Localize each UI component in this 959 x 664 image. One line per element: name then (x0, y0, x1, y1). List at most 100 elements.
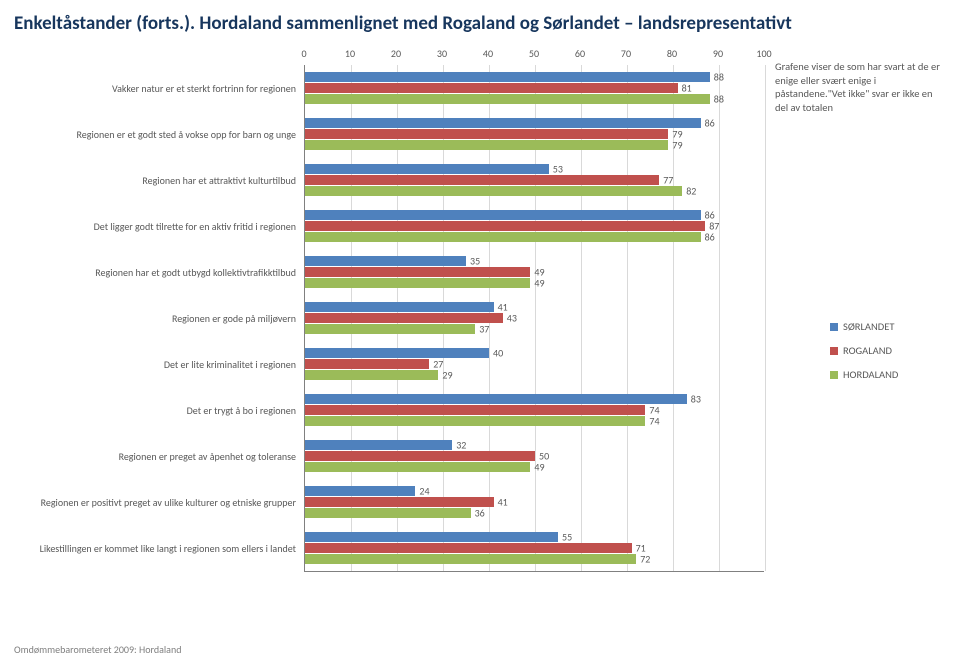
bar-value: 40 (493, 347, 503, 360)
bar-value: 88 (714, 71, 724, 84)
bar: 27 (305, 359, 429, 369)
bar: 41 (305, 497, 494, 507)
x-tick: 50 (529, 47, 539, 60)
legend-item: SØRLANDET (830, 320, 898, 333)
bar-value: 74 (649, 415, 659, 428)
bar: 36 (305, 508, 471, 518)
bar: 77 (305, 175, 659, 185)
bar: 24 (305, 486, 415, 496)
legend-swatch (830, 371, 838, 379)
bar: 49 (305, 462, 530, 472)
x-tick: 70 (621, 47, 631, 60)
x-tick: 60 (575, 47, 585, 60)
explanatory-note: Grafene viser de som har svart at de er … (775, 60, 940, 115)
bar: 71 (305, 543, 632, 553)
x-tick: 90 (713, 47, 723, 60)
chart-container: Vakker natur er et sterkt fortrinn for r… (14, 47, 945, 572)
bar: 81 (305, 83, 678, 93)
bar-value: 36 (475, 507, 485, 520)
bar-group: 868786 (305, 203, 764, 249)
footer-text: Omdømmebarometeret 2009: Hordaland (14, 643, 181, 656)
bar: 86 (305, 210, 701, 220)
category-label: Det er lite kriminalitet i regionen (164, 358, 296, 371)
category-label-row: Det ligger godt tilrette for en aktiv fr… (14, 203, 304, 249)
bar: 41 (305, 302, 494, 312)
bar-value: 82 (686, 185, 696, 198)
bar-group: 402729 (305, 341, 764, 387)
category-label: Regionen er preget av åpenhet og toleran… (119, 450, 296, 463)
legend-swatch (830, 347, 838, 355)
bar-value: 81 (682, 82, 692, 95)
bar-group: 557172 (305, 525, 764, 571)
bar-group: 244136 (305, 479, 764, 525)
bar: 53 (305, 164, 549, 174)
bar-value: 77 (663, 174, 673, 187)
bar-value: 41 (498, 496, 508, 509)
bar: 83 (305, 394, 687, 404)
bar-group: 325049 (305, 433, 764, 479)
x-axis: 0102030405060708090100 (304, 47, 764, 65)
bar: 49 (305, 267, 530, 277)
plot-column: 0102030405060708090100 88818886797953778… (304, 47, 764, 572)
bar-value: 88 (714, 93, 724, 106)
category-label-row: Regionen er preget av åpenhet og toleran… (14, 433, 304, 479)
bar-value: 72 (640, 553, 650, 566)
bar-group: 867979 (305, 111, 764, 157)
bar-value: 86 (705, 231, 715, 244)
bar: 49 (305, 278, 530, 288)
legend-label: HORDALAND (843, 368, 898, 381)
bar-value: 43 (507, 312, 517, 325)
category-label-row: Regionen er et godt sted å vokse opp for… (14, 111, 304, 157)
bar-group: 354949 (305, 249, 764, 295)
bar-value: 32 (456, 439, 466, 452)
bar-value: 49 (534, 277, 544, 290)
bar: 74 (305, 405, 645, 415)
gridline (765, 65, 766, 571)
bar-group: 888188 (305, 65, 764, 111)
category-label-row: Det er lite kriminalitet i regionen (14, 341, 304, 387)
bar-value: 49 (534, 461, 544, 474)
bar-group: 414337 (305, 295, 764, 341)
bar: 32 (305, 440, 452, 450)
bar: 40 (305, 348, 489, 358)
category-label-row: Regionen er positivt preget av ulike kul… (14, 479, 304, 525)
x-tick: 0 (301, 47, 306, 60)
category-label-row: Regionen har et attraktivt kulturtilbud (14, 157, 304, 203)
bar: 88 (305, 72, 710, 82)
bar-value: 83 (691, 393, 701, 406)
x-tick: 30 (437, 47, 447, 60)
bar: 55 (305, 532, 558, 542)
category-labels-column: Vakker natur er et sterkt fortrinn for r… (14, 47, 304, 572)
bar: 72 (305, 554, 636, 564)
category-label-row: Vakker natur er et sterkt fortrinn for r… (14, 65, 304, 111)
category-label: Likestillingen er kommet like langt i re… (40, 542, 296, 555)
bar: 43 (305, 313, 503, 323)
legend-swatch (830, 323, 838, 331)
category-label: Det ligger godt tilrette for en aktiv fr… (94, 220, 296, 233)
legend-item: HORDALAND (830, 368, 898, 381)
category-label: Det er trygt å bo i regionen (187, 404, 296, 417)
bar-value: 37 (479, 323, 489, 336)
category-label: Regionen er gode på miljøvern (172, 312, 296, 325)
bar: 35 (305, 256, 466, 266)
plot-area: 8881888679795377828687863549494143374027… (304, 65, 764, 572)
legend-label: SØRLANDET (843, 320, 894, 333)
bar: 87 (305, 221, 705, 231)
bar-value: 35 (470, 255, 480, 268)
x-tick: 80 (667, 47, 677, 60)
bar-group: 537782 (305, 157, 764, 203)
category-label-row: Likestillingen er kommet like langt i re… (14, 525, 304, 571)
bar: 86 (305, 118, 701, 128)
bar: 79 (305, 129, 668, 139)
category-label: Regionen er positivt preget av ulike kul… (41, 496, 296, 509)
legend-item: ROGALAND (830, 344, 898, 357)
bar: 74 (305, 416, 645, 426)
x-tick: 40 (483, 47, 493, 60)
bar: 86 (305, 232, 701, 242)
category-label: Regionen er et godt sted å vokse opp for… (77, 128, 296, 141)
category-label: Vakker natur er et sterkt fortrinn for r… (112, 82, 296, 95)
category-label-row: Regionen har et godt utbygd kollektivtra… (14, 249, 304, 295)
category-label: Regionen har et godt utbygd kollektivtra… (95, 266, 296, 279)
bar-value: 24 (419, 485, 429, 498)
bar: 37 (305, 324, 475, 334)
